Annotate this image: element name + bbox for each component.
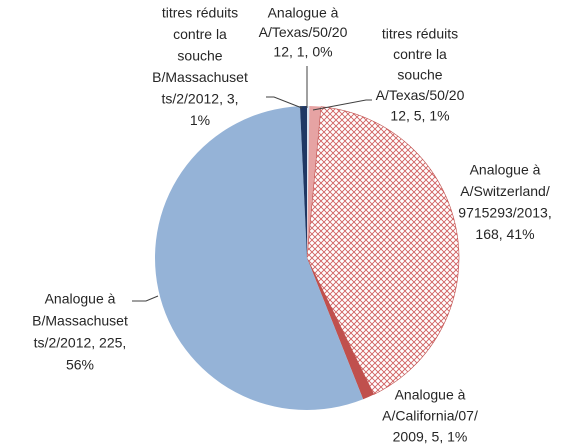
data-label: 2009, 5, 1% (393, 429, 468, 445)
data-label: 168, 41% (475, 226, 534, 242)
data-label: souche (177, 48, 222, 64)
data-label: Analogue à (45, 291, 116, 307)
leader-line (132, 295, 159, 302)
pie-slice (299, 106, 307, 258)
data-label: contre la (173, 26, 227, 42)
pie-slice (307, 106, 310, 258)
data-label: Analogue à (395, 387, 466, 403)
data-label: 12, 5, 1% (390, 108, 449, 124)
data-label: contre la (393, 46, 447, 62)
data-label: B/Massachuset (32, 313, 128, 329)
data-label: 9715293/2013, (458, 205, 551, 221)
data-label: A/California/07/ (382, 408, 478, 424)
data-label: ts/2/2012, 225, (34, 335, 127, 351)
pie-slice (306, 106, 460, 395)
data-label: 56% (66, 357, 94, 373)
data-label: titres réduits (162, 5, 238, 21)
data-label: B/Massachuset (152, 69, 248, 85)
data-label: ts/2/2012, 3, (161, 91, 238, 107)
data-label: Analogue à (470, 162, 541, 178)
pie-slice (307, 258, 374, 400)
leader-line (266, 96, 303, 109)
data-label: A/Switzerland/ (460, 183, 550, 199)
pie-slice (154, 106, 364, 411)
data-label: 1% (190, 112, 210, 128)
data-label: 12, 1, 0% (273, 44, 332, 60)
data-label: Analogue à (268, 5, 339, 21)
data-label: souche (397, 67, 442, 83)
leader-line (312, 99, 372, 111)
data-label: titres réduits (382, 26, 458, 42)
data-label: A/Texas/50/20 (376, 87, 465, 103)
data-label: A/Texas/50/20 (259, 24, 348, 40)
